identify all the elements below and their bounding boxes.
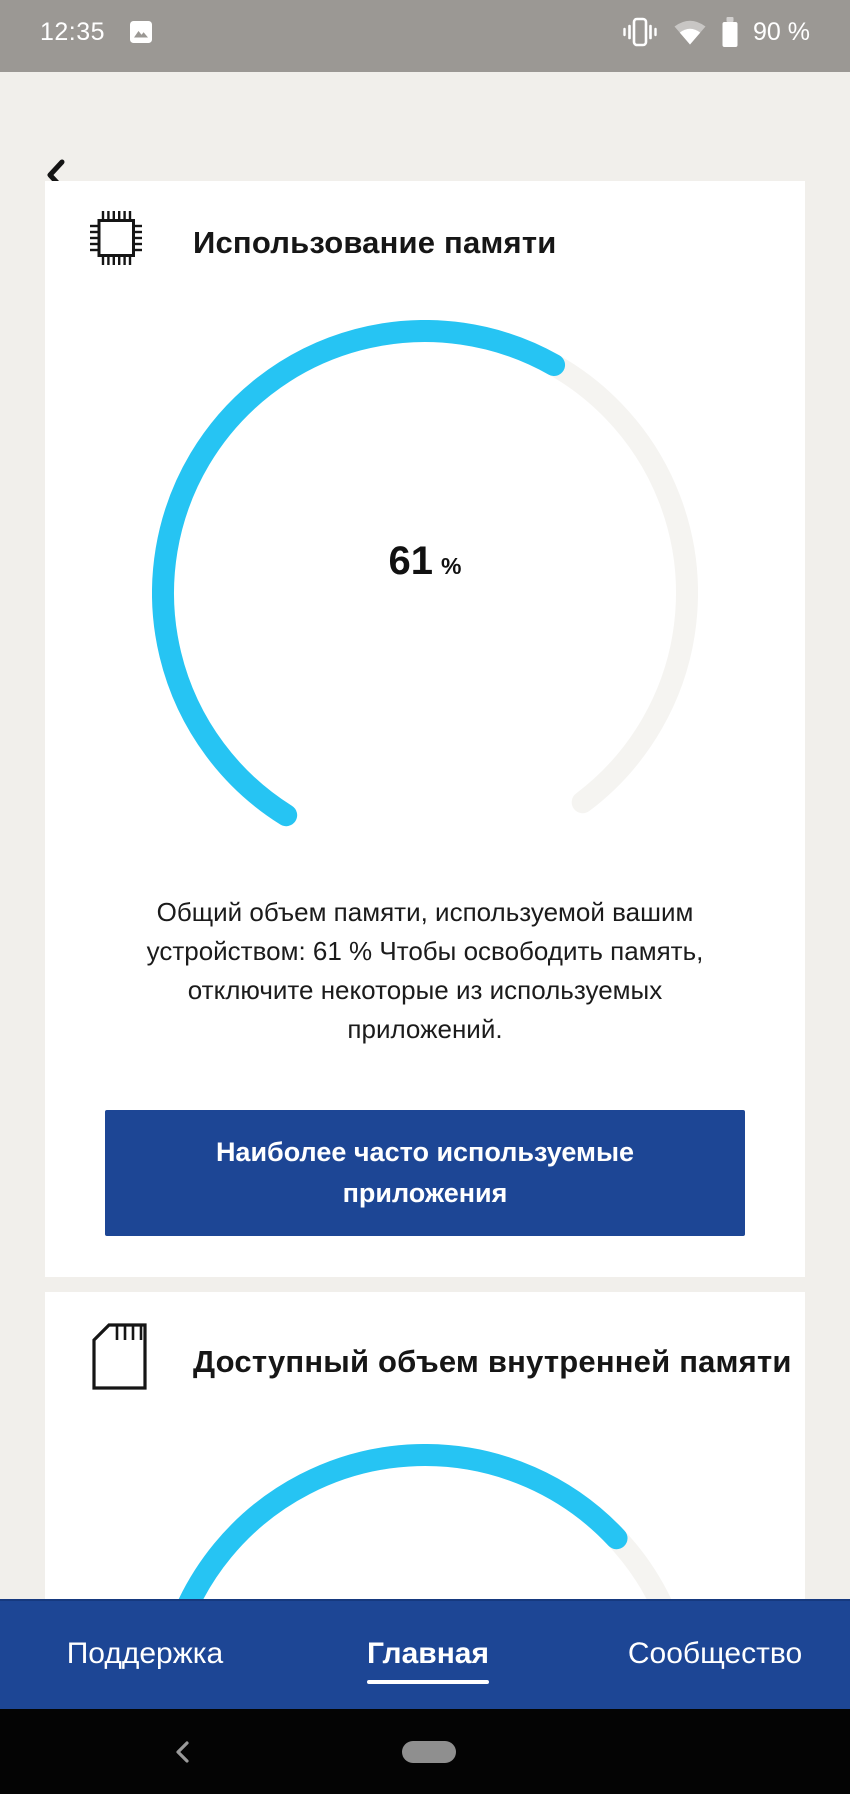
photo-notification-icon [130, 21, 153, 43]
memory-usage-card: Использование памяти 61% Общий объем пам… [45, 181, 805, 1277]
nav-item-support[interactable]: Поддержка [67, 1636, 224, 1672]
status-bar: 12:35 90 % [0, 0, 850, 72]
nav-label-support: Поддержка [66, 1637, 224, 1670]
battery-percent: 90 % [753, 17, 810, 46]
nav-label-home: Главная [366, 1637, 490, 1670]
active-tab-underline [366, 1680, 490, 1684]
battery-icon [722, 17, 738, 47]
memory-card-title: Использование памяти [193, 225, 557, 260]
cpu-chip-icon [90, 211, 142, 265]
gauge-value: 61 [388, 539, 434, 583]
status-time: 12:35 [40, 17, 106, 46]
gauge-unit: % [441, 553, 462, 579]
nav-item-community[interactable]: Сообщество [628, 1636, 802, 1672]
most-used-apps-button[interactable]: Наиболее часто используемые приложения [105, 1110, 745, 1236]
nav-item-home[interactable]: Главная [366, 1636, 490, 1684]
internal-storage-gauge [178, 1444, 672, 1599]
memory-usage-description: Общий объем памяти, используемой вашим у… [146, 897, 704, 1044]
android-system-bar [0, 1709, 850, 1794]
vibrate-icon [623, 17, 657, 47]
memory-usage-gauge [152, 320, 698, 827]
most-used-apps-button-label: Наиболее часто используемые приложения [215, 1137, 635, 1208]
status-bar-right: 90 % [620, 15, 810, 49]
system-back-button[interactable] [172, 1739, 194, 1765]
sd-card-icon [92, 1323, 147, 1390]
storage-card-title: Доступный объем внутренней памяти [193, 1344, 792, 1379]
memory-usage-value: 61% [45, 538, 805, 593]
bottom-nav: Поддержка Главная Сообщество [0, 1599, 850, 1709]
home-pill[interactable] [402, 1741, 456, 1763]
nav-label-community: Сообщество [627, 1637, 803, 1670]
internal-storage-card: Доступный объем внутренней памяти [45, 1292, 805, 1599]
status-bar-left: 12:35 [40, 18, 153, 47]
app-header [0, 72, 850, 191]
wifi-icon [674, 20, 706, 44]
